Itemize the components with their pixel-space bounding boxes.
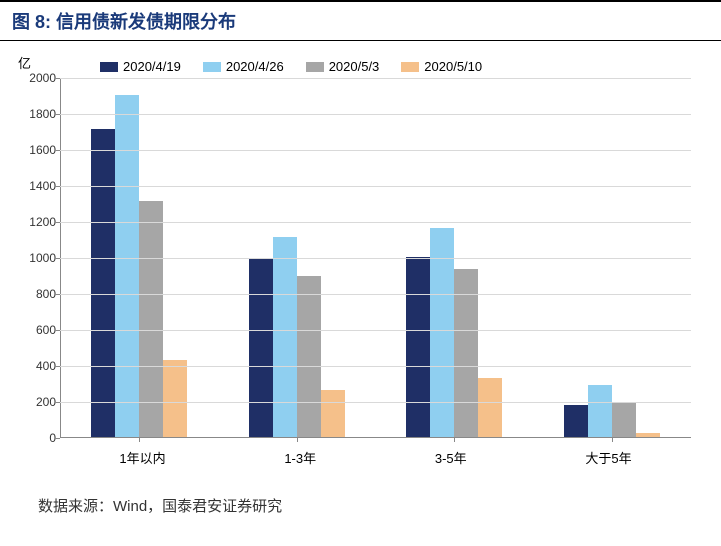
legend-item: 2020/4/19 xyxy=(100,59,181,74)
bar xyxy=(564,405,588,437)
bar xyxy=(612,403,636,437)
y-tick-mark xyxy=(55,258,60,259)
x-tick-label: 1-3年 xyxy=(284,448,316,467)
legend-swatch xyxy=(100,62,118,72)
gridline xyxy=(60,294,691,295)
source-text: 数据来源：Wind，国泰君安证券研究 xyxy=(38,495,721,516)
legend-label: 2020/5/10 xyxy=(424,59,482,74)
y-axis-unit: 亿 xyxy=(18,53,31,72)
bar xyxy=(478,378,502,437)
legend-item: 2020/5/3 xyxy=(306,59,380,74)
gridline xyxy=(60,186,691,187)
bar xyxy=(430,228,454,437)
y-tick-label: 1800 xyxy=(16,107,56,121)
gridline xyxy=(60,78,691,79)
y-tick-mark xyxy=(55,294,60,295)
y-tick-label: 1000 xyxy=(16,251,56,265)
legend-item: 2020/4/26 xyxy=(203,59,284,74)
bar xyxy=(636,433,660,438)
gridline xyxy=(60,258,691,259)
bar xyxy=(91,129,115,437)
x-tick-mark xyxy=(139,437,140,442)
y-tick-label: 1600 xyxy=(16,143,56,157)
gridline xyxy=(60,330,691,331)
bar xyxy=(321,390,345,437)
legend-item: 2020/5/10 xyxy=(401,59,482,74)
bar xyxy=(163,360,187,437)
legend-label: 2020/5/3 xyxy=(329,59,380,74)
y-tick-mark xyxy=(55,402,60,403)
x-axis-labels: 1年以内 1-3年 3-5年 大于5年 xyxy=(60,448,691,467)
y-tick-mark xyxy=(55,186,60,187)
chart-area: 2020/4/192020/4/262020/5/32020/5/10 亿 02… xyxy=(60,59,691,469)
y-tick-mark xyxy=(55,150,60,151)
x-tick-mark xyxy=(612,437,613,442)
x-tick-mark xyxy=(297,437,298,442)
legend-label: 2020/4/19 xyxy=(123,59,181,74)
y-tick-label: 400 xyxy=(16,359,56,373)
x-tick-label: 1年以内 xyxy=(119,448,165,467)
legend-swatch xyxy=(306,62,324,72)
bar-group xyxy=(406,228,502,437)
gridline xyxy=(60,222,691,223)
y-tick-label: 800 xyxy=(16,287,56,301)
bar-group xyxy=(564,385,660,437)
legend-swatch xyxy=(203,62,221,72)
y-tick-label: 600 xyxy=(16,323,56,337)
bar xyxy=(115,95,139,437)
plot-region: 0200400600800100012001400160018002000 xyxy=(60,78,691,438)
legend-label: 2020/4/26 xyxy=(226,59,284,74)
legend-swatch xyxy=(401,62,419,72)
bar xyxy=(249,259,273,437)
y-tick-mark xyxy=(55,222,60,223)
y-tick-label: 2000 xyxy=(16,71,56,85)
x-tick-label: 大于5年 xyxy=(585,448,631,467)
bar-group xyxy=(249,237,345,437)
legend: 2020/4/19 2020/4/26 2020/5/3 2020/5/10 xyxy=(100,59,691,74)
y-tick-label: 1200 xyxy=(16,215,56,229)
y-tick-label: 1400 xyxy=(16,179,56,193)
gridline xyxy=(60,150,691,151)
bar xyxy=(297,276,321,437)
y-tick-label: 200 xyxy=(16,395,56,409)
y-tick-mark xyxy=(55,114,60,115)
bar-group xyxy=(91,95,187,437)
y-tick-label: 0 xyxy=(16,431,56,445)
bar xyxy=(406,257,430,437)
x-tick-mark xyxy=(454,437,455,442)
y-tick-mark xyxy=(55,78,60,79)
x-tick-label: 3-5年 xyxy=(435,448,467,467)
y-tick-mark xyxy=(55,438,60,439)
gridline xyxy=(60,366,691,367)
bar xyxy=(273,237,297,437)
gridline xyxy=(60,114,691,115)
chart-title: 图 8: 信用债新发债期限分布 xyxy=(0,0,721,41)
bar xyxy=(588,385,612,437)
y-tick-mark xyxy=(55,330,60,331)
y-tick-mark xyxy=(55,366,60,367)
gridline xyxy=(60,402,691,403)
